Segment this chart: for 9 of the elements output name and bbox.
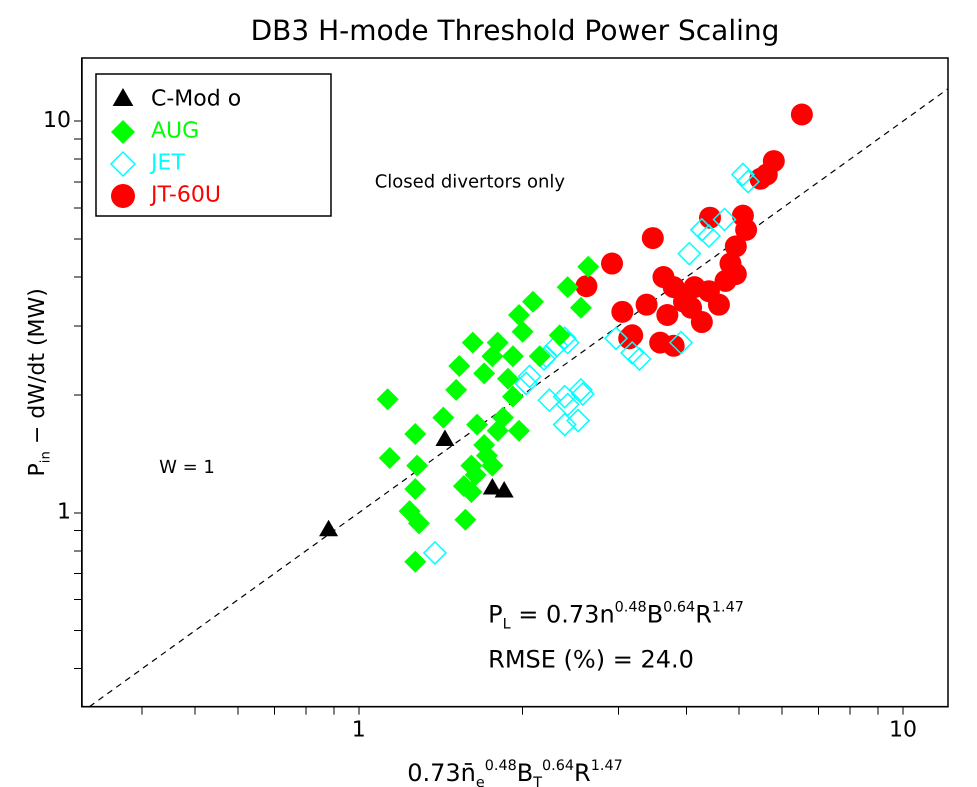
legend-label: AUG bbox=[150, 118, 200, 144]
y-axis-title: Pin − dW/dt (MW) bbox=[25, 288, 54, 476]
annotation: Closed divertors only bbox=[374, 172, 566, 193]
annotation: W = 1 bbox=[159, 457, 215, 478]
legend-label: JET bbox=[148, 150, 186, 176]
legend-label: C-Mod o bbox=[150, 86, 242, 112]
legend-label: JT-60U bbox=[148, 182, 221, 208]
annotation: RMSE (%) = 24.0 bbox=[488, 646, 694, 674]
chart-title: DB3 H-mode Threshold Power Scaling bbox=[250, 14, 780, 47]
